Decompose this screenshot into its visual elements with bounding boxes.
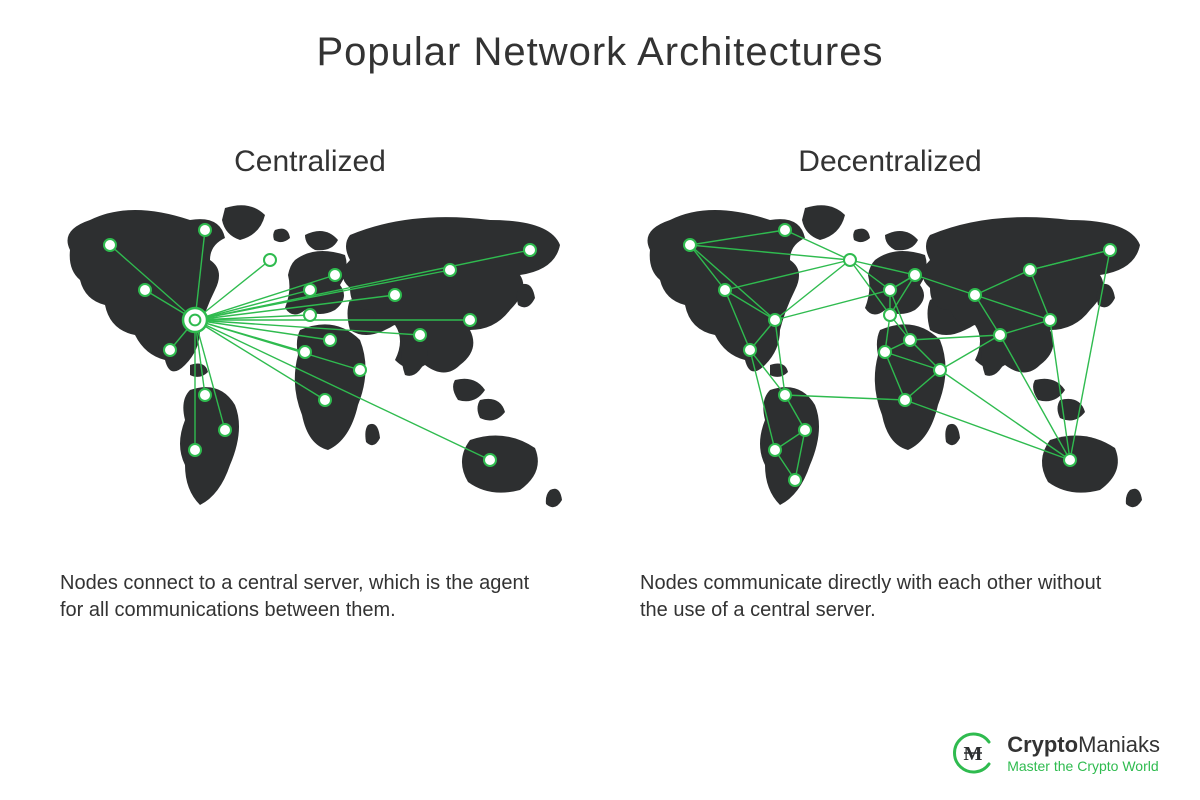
brand-logo-icon: M [951,731,995,775]
decentralized-map [630,190,1150,530]
brand-tagline: Master the Crypto World [1007,758,1160,774]
page-title: Popular Network Architectures [0,30,1200,75]
centralized-label: Centralized [50,145,570,179]
svg-text:M: M [964,743,983,765]
infographic-page: Popular Network Architectures Centralize… [0,0,1200,800]
brand-footer: M CryptoManiaks Master the Crypto World [951,731,1160,775]
decentralized-label: Decentralized [630,145,1150,179]
decentralized-caption: Nodes communicate directly with each oth… [640,570,1130,624]
brand-text: CryptoManiaks Master the Crypto World [1007,732,1160,774]
brand-name: CryptoManiaks [1007,732,1160,758]
centralized-caption: Nodes connect to a central server, which… [60,570,550,624]
centralized-map [50,190,570,530]
